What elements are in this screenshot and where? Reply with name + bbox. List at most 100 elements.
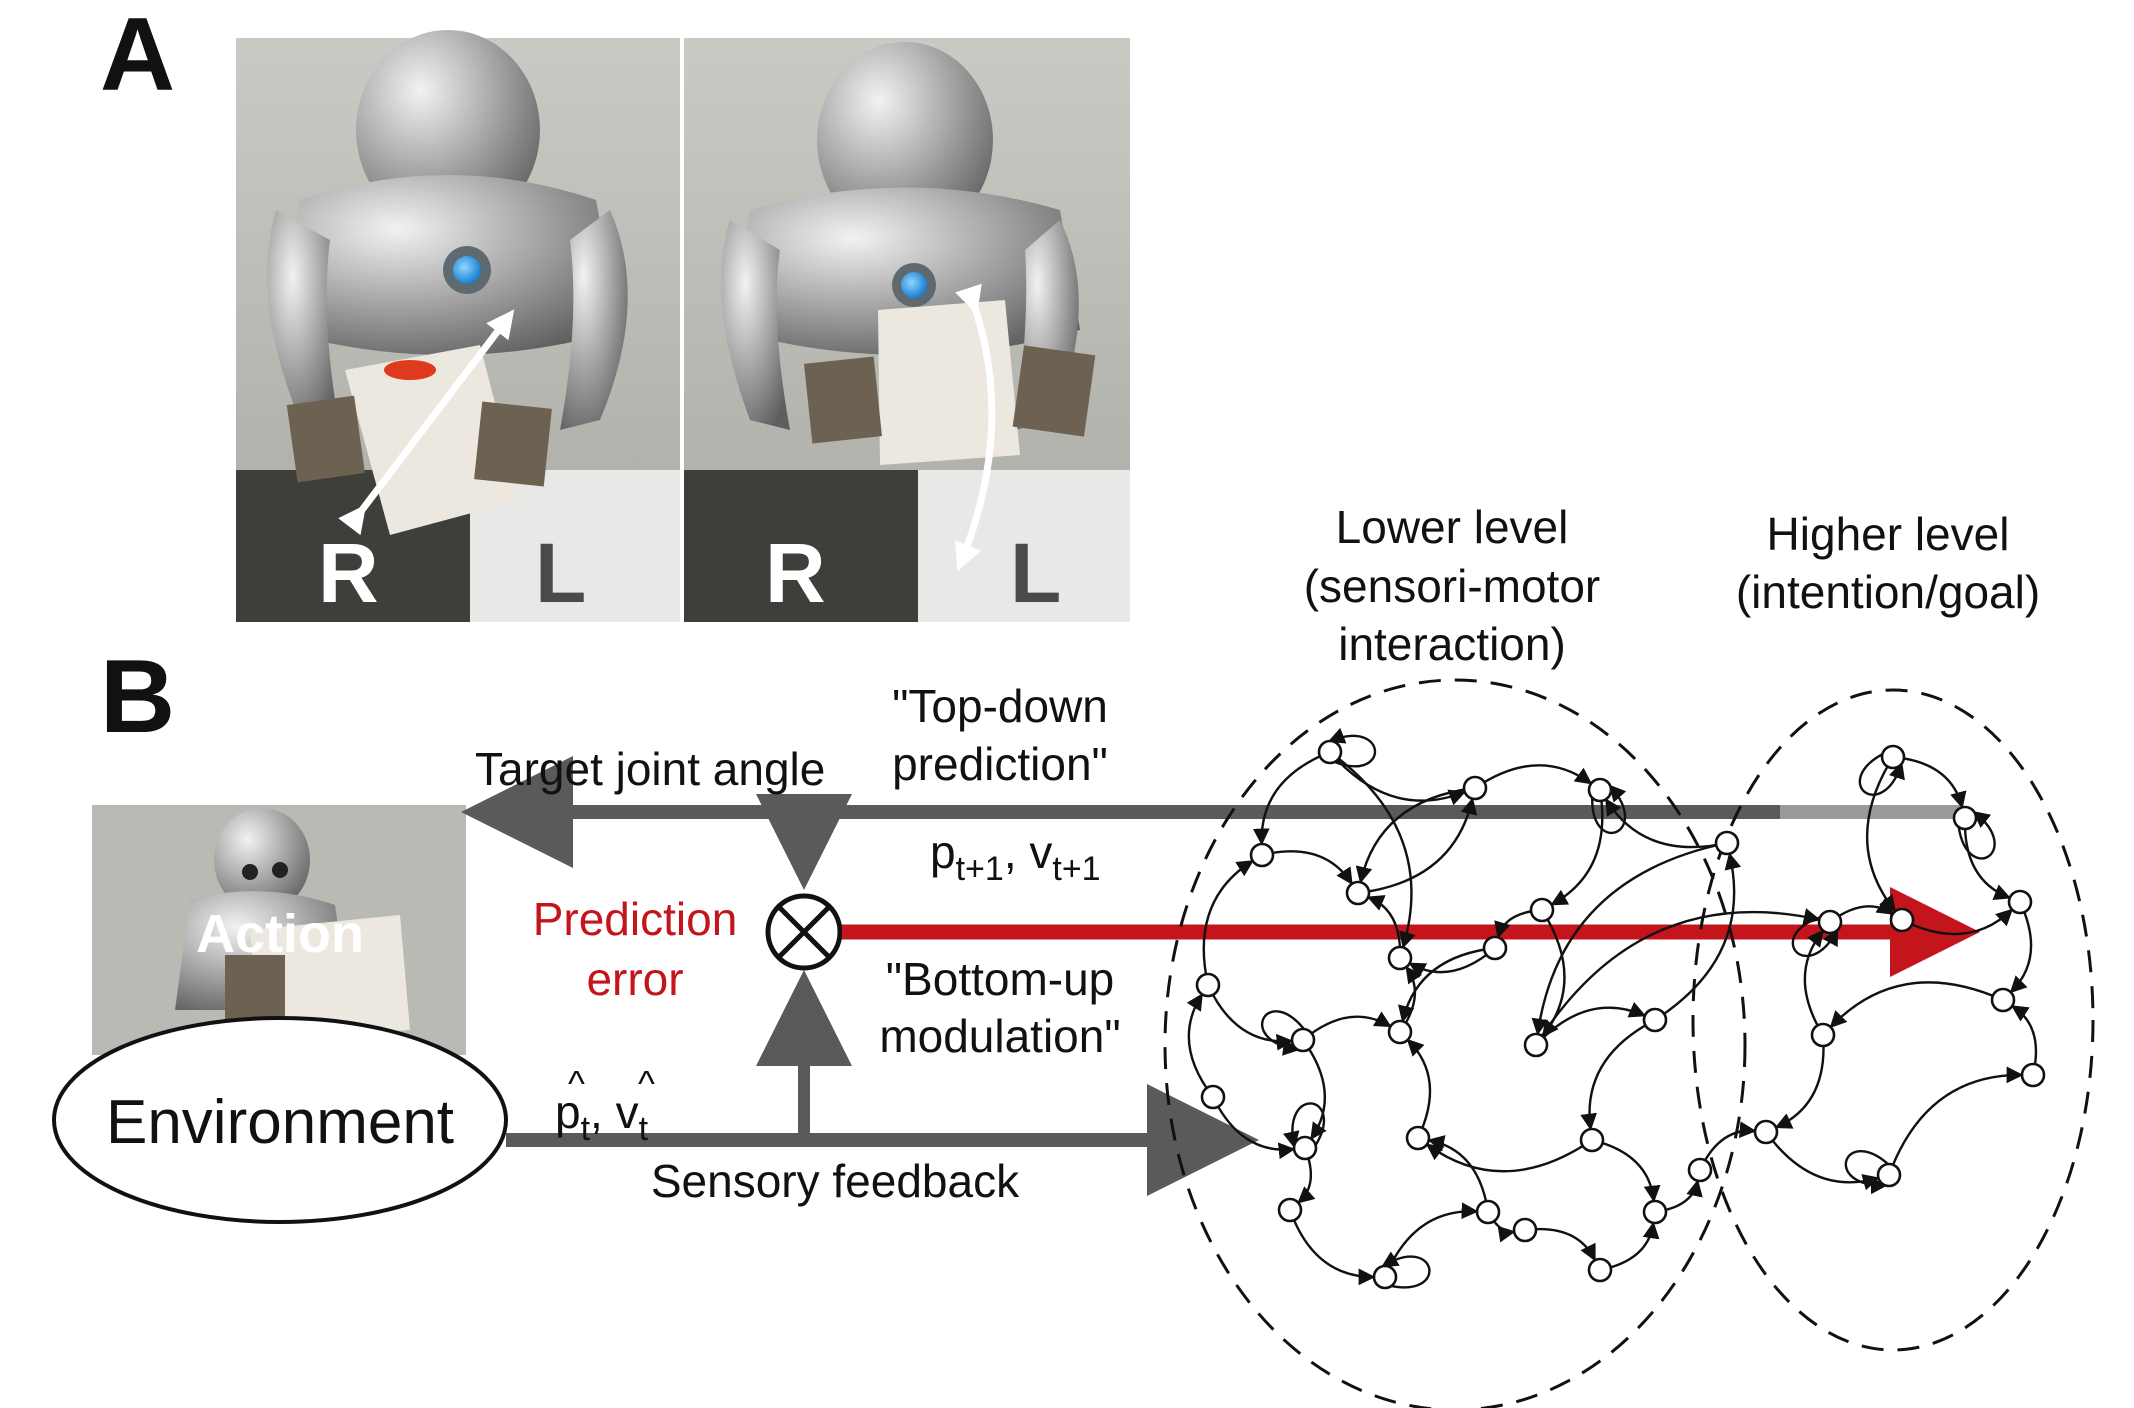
network-edge <box>1425 1139 1593 1173</box>
hat-p-mark: ^ <box>568 1063 585 1104</box>
lower-level-cluster <box>1163 678 1747 1408</box>
network-edge <box>1605 798 1728 849</box>
network-edge <box>1288 1209 1376 1286</box>
observed-values: pt, vt <box>555 1086 649 1148</box>
network-neuron <box>1387 1019 1413 1045</box>
network-edge <box>1355 786 1476 884</box>
network-edge <box>2009 901 2033 994</box>
network-edge <box>1474 764 1593 789</box>
network-edge <box>1302 1039 1327 1141</box>
network-edge <box>1252 750 1331 846</box>
higher-level-label-line2: (intention/goal) <box>1736 566 2040 618</box>
network-edge <box>1534 908 1821 1046</box>
environment-label: Environment <box>106 1088 454 1157</box>
robot-photo-2 <box>684 38 1130 622</box>
network-neuron <box>1512 1217 1538 1243</box>
network-edge <box>1654 852 1742 1022</box>
network-edge <box>1186 993 1214 1098</box>
network-neuron <box>1277 1197 1303 1223</box>
network-neuron <box>1889 907 1915 933</box>
network-edge <box>1765 1131 1880 1191</box>
network-edge <box>1531 841 1728 1036</box>
sensory-feedback-label: Sensory feedback <box>651 1155 1020 1207</box>
network-neuron <box>1387 945 1413 971</box>
network-neuron <box>1587 1257 1613 1283</box>
network-edge <box>1901 908 2014 936</box>
network-neuron <box>1292 1135 1318 1161</box>
network-edge <box>1963 817 2012 900</box>
network-edge <box>1591 1138 1661 1203</box>
network-neuron <box>1587 777 1613 803</box>
robot-photo-1 <box>236 30 680 622</box>
network-edge <box>1329 751 1416 949</box>
network-neuron <box>1482 935 1508 961</box>
network-neuron <box>1200 1084 1226 1110</box>
network-neuron <box>1687 1157 1713 1183</box>
network-neuron <box>1462 775 1488 801</box>
network-self-loop <box>1381 1251 1431 1289</box>
network-neuron <box>1345 880 1371 906</box>
higher-level-cluster <box>1691 688 2095 1352</box>
network-edge <box>1206 984 1294 1051</box>
network-connections <box>1186 727 2038 1289</box>
network-neuron <box>1880 744 1906 770</box>
environment-node <box>52 1016 508 1224</box>
network-self-loop <box>1283 1102 1326 1151</box>
network-neuron <box>1523 1032 1549 1058</box>
prediction-values: pt+1, vt+1 <box>930 826 1101 888</box>
lower-level-label-line3: interaction) <box>1338 618 1566 670</box>
photo2-marker-l: L <box>1010 526 1061 620</box>
network-neuron <box>1475 1199 1501 1225</box>
photo1-marker-l: L <box>535 526 586 620</box>
network-edge <box>1383 1202 1479 1278</box>
comparator-icon <box>765 893 843 971</box>
target-joint-angle-label: Target joint angle <box>475 743 825 795</box>
network-neuron <box>1529 897 1555 923</box>
network-edge <box>1774 1034 1825 1129</box>
network-neuron <box>2020 1062 2046 1088</box>
hat-v-mark: ^ <box>638 1063 655 1104</box>
network-self-loop <box>1956 811 1996 860</box>
photo2-marker-r: R <box>765 526 826 620</box>
network-self-loop <box>1327 727 1376 768</box>
panel-a-label: A <box>100 0 175 113</box>
network-edge <box>1261 850 1353 885</box>
network-edge <box>1398 946 1496 1023</box>
network-neuron <box>1952 805 1978 831</box>
top-down-label-line2: prediction" <box>892 738 1108 790</box>
network-neuron <box>1642 1007 1668 1033</box>
network-edge <box>1357 797 1478 895</box>
network-neuron <box>1817 909 1843 935</box>
network-edge <box>1329 751 1467 806</box>
network-neuron <box>1990 987 2016 1013</box>
action-photo <box>92 805 466 1055</box>
bottom-up-label-line2: modulation" <box>879 1010 1120 1062</box>
network-edge <box>1535 1001 1647 1046</box>
network-edge <box>1540 909 1566 1038</box>
network-neuron <box>1195 972 1221 998</box>
action-label: Action <box>196 904 364 964</box>
network-neuron <box>1249 842 1275 868</box>
lower-level-label-line1: Lower level <box>1336 501 1569 553</box>
network-self-loop <box>1591 784 1627 834</box>
network-neuron <box>1642 1199 1668 1225</box>
lower-level-label-line2: (sensori-motor <box>1304 560 1601 612</box>
network-edge <box>1202 860 1254 986</box>
network-neuron <box>1876 1162 1902 1188</box>
network-neuron <box>1579 1127 1605 1153</box>
network-edge <box>1550 789 1604 906</box>
network-neuron <box>1317 739 1343 765</box>
network-edge <box>1211 1096 1296 1160</box>
network-neuron <box>1290 1027 1316 1053</box>
photo1-marker-r: R <box>318 526 379 620</box>
network-edge <box>1892 755 1967 809</box>
network-neuron <box>1810 1022 1836 1048</box>
network-self-loop <box>1260 1010 1308 1056</box>
network-neurons <box>1195 739 2046 1290</box>
network-edge <box>1865 756 1897 913</box>
network-neuron <box>2007 889 2033 915</box>
prediction-error-label-line2: error <box>586 953 683 1005</box>
network-neuron <box>1753 1119 1779 1145</box>
network-self-loop <box>1791 914 1839 958</box>
